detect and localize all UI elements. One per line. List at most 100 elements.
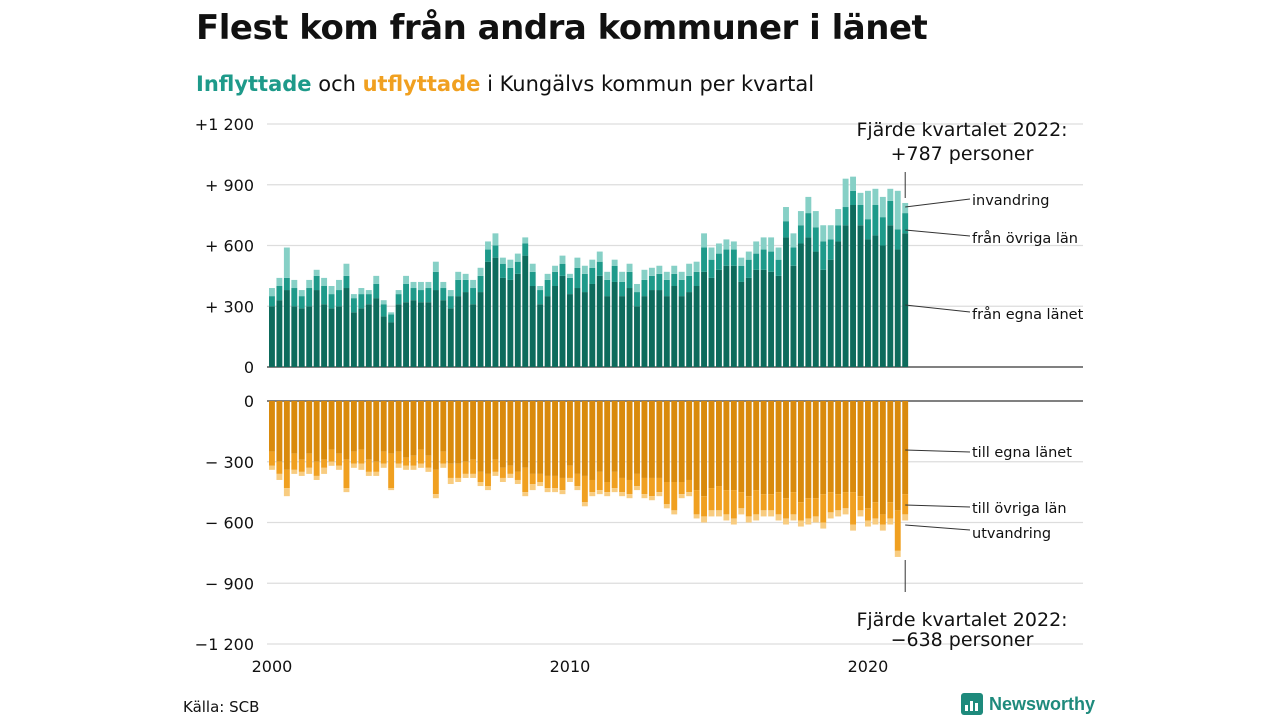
inflow-bar-segment — [283, 277, 290, 291]
inflow-bar-segment — [514, 273, 521, 367]
outflow-bar-segment — [462, 473, 469, 478]
subtitle-rest: i Kungälvs kommun per kvartal — [480, 72, 815, 96]
outflow-bar-segment — [298, 459, 305, 472]
outflow-bar-segment — [298, 401, 305, 460]
outflow-bar-segment — [403, 465, 409, 470]
outflow-bar-segment — [745, 401, 752, 497]
inflow-bar-segment — [701, 233, 707, 248]
outflow-bar-segment — [820, 522, 827, 529]
inflow-bar-segment — [455, 271, 462, 280]
outflow-bar-segment — [485, 473, 491, 487]
outflow-bar-segment — [812, 401, 819, 499]
outflow-bar-segment — [671, 510, 678, 515]
outflow-bar-segment — [835, 494, 842, 511]
outflow-bar-segment — [857, 496, 864, 511]
outflow-bar-segment — [693, 490, 700, 515]
inflow-bar-segment — [671, 265, 678, 274]
brand-logo: Newsworthy — [961, 693, 1095, 715]
inflow-bar-segment — [313, 269, 320, 276]
outflow-bar-segment — [276, 401, 283, 462]
outflow-bar-segment — [760, 510, 767, 517]
outflow-bar-segment — [708, 488, 715, 511]
outflow-bar-segment — [410, 465, 417, 470]
inflow-bar-segment — [581, 292, 588, 367]
inflow-bar-segment — [581, 265, 588, 274]
inflow-bar-segment — [775, 247, 782, 260]
inflow-bar-segment — [529, 286, 536, 367]
inflow-bar-segment — [410, 281, 417, 289]
outflow-bar-segment — [276, 461, 283, 474]
inflow-bar-segment — [269, 306, 275, 367]
outflow-bar-segment — [894, 550, 901, 557]
inflow-bar-segment — [619, 296, 626, 367]
inflow-bar-segment — [634, 283, 640, 293]
inflow-bar-segment — [440, 281, 447, 289]
outflow-bar-segment — [552, 475, 558, 489]
outflow-bar-segment — [872, 502, 879, 519]
inflow-bar-segment — [358, 288, 365, 295]
inflow-bar-segment — [805, 213, 812, 238]
inflow-bar-segment — [827, 225, 834, 240]
outflow-bar-segment — [559, 477, 566, 491]
inflow-bar-segment — [537, 290, 544, 305]
inflow-bar-segment — [306, 306, 313, 367]
outflow-bar-segment — [425, 401, 432, 456]
lower-y-tick-label: 0 — [244, 392, 254, 411]
x-tick-label: 2010 — [550, 657, 591, 676]
inflow-bar-segment — [902, 233, 909, 367]
outflow-bar-segment — [380, 463, 387, 468]
outflow-bar-segment — [872, 401, 879, 503]
outflow-bar-segment — [872, 518, 879, 525]
outflow-bar-segment — [313, 401, 320, 462]
outflow-bar-segment — [306, 401, 313, 454]
inflow-bar-segment — [663, 271, 670, 280]
source-note: Källa: SCB — [183, 698, 260, 716]
inflow-bar-segment — [656, 265, 663, 274]
outflow-bar-segment — [738, 492, 745, 509]
inflow-bar-segment — [425, 281, 432, 289]
outflow-bar-segment — [455, 401, 462, 464]
outflow-bar-segment — [902, 401, 909, 495]
inflow-bar-segment — [589, 283, 596, 367]
inflow-bar-segment — [894, 249, 901, 367]
outflow-bar-segment — [634, 473, 640, 487]
inflow-bar-segment — [865, 190, 871, 220]
inflow-bar-segment — [544, 273, 551, 280]
inflow-bar-segment — [477, 292, 484, 367]
inflow-bar-segment — [499, 277, 506, 367]
inflow-bar-segment — [783, 221, 789, 238]
outflow-bar-segment — [529, 401, 536, 474]
inflow-bar-segment — [820, 269, 827, 367]
outflow-bar-segment — [336, 465, 342, 470]
outflow-bar-segment — [328, 401, 335, 450]
inflow-bar-segment — [797, 211, 804, 226]
outflow-bar-segment — [418, 401, 424, 450]
outflow-bar-segment — [701, 401, 707, 497]
inflow-bar-segment — [902, 202, 909, 214]
inflow-bar-segment — [730, 241, 737, 250]
inflow-bar-segment — [745, 277, 752, 367]
outflow-bar-segment — [641, 477, 648, 495]
outflow-bar-segment — [537, 482, 544, 487]
inflow-bar-segment — [581, 273, 588, 293]
outflow-bar-segment — [328, 449, 335, 462]
inflow-bar-segment — [745, 259, 752, 278]
inflow-series-label: från övriga län — [972, 230, 1078, 247]
outflow-bar-segment — [552, 488, 558, 493]
outflow-bar-segment — [842, 401, 849, 493]
inflow-bar-segment — [619, 271, 626, 282]
outflow-bar-segment — [708, 510, 715, 517]
outflow-bar-segment — [768, 401, 775, 495]
outflow-bar-segment — [619, 492, 626, 497]
inflow-bar-segment — [447, 290, 454, 297]
outflow-bar-segment — [343, 488, 350, 493]
outflow-bar-segment — [507, 401, 514, 466]
inflow-bar-segment — [686, 292, 693, 367]
subtitle-outflow-label: utflyttade — [362, 72, 481, 96]
outflow-bar-segment — [373, 471, 380, 476]
inflow-bar-segment — [350, 294, 357, 299]
inflow-bar-segment — [388, 322, 395, 367]
inflow-bar-segment — [701, 271, 707, 367]
outflow-bar-segment — [596, 401, 603, 472]
inflow-bar-segment — [425, 302, 432, 367]
